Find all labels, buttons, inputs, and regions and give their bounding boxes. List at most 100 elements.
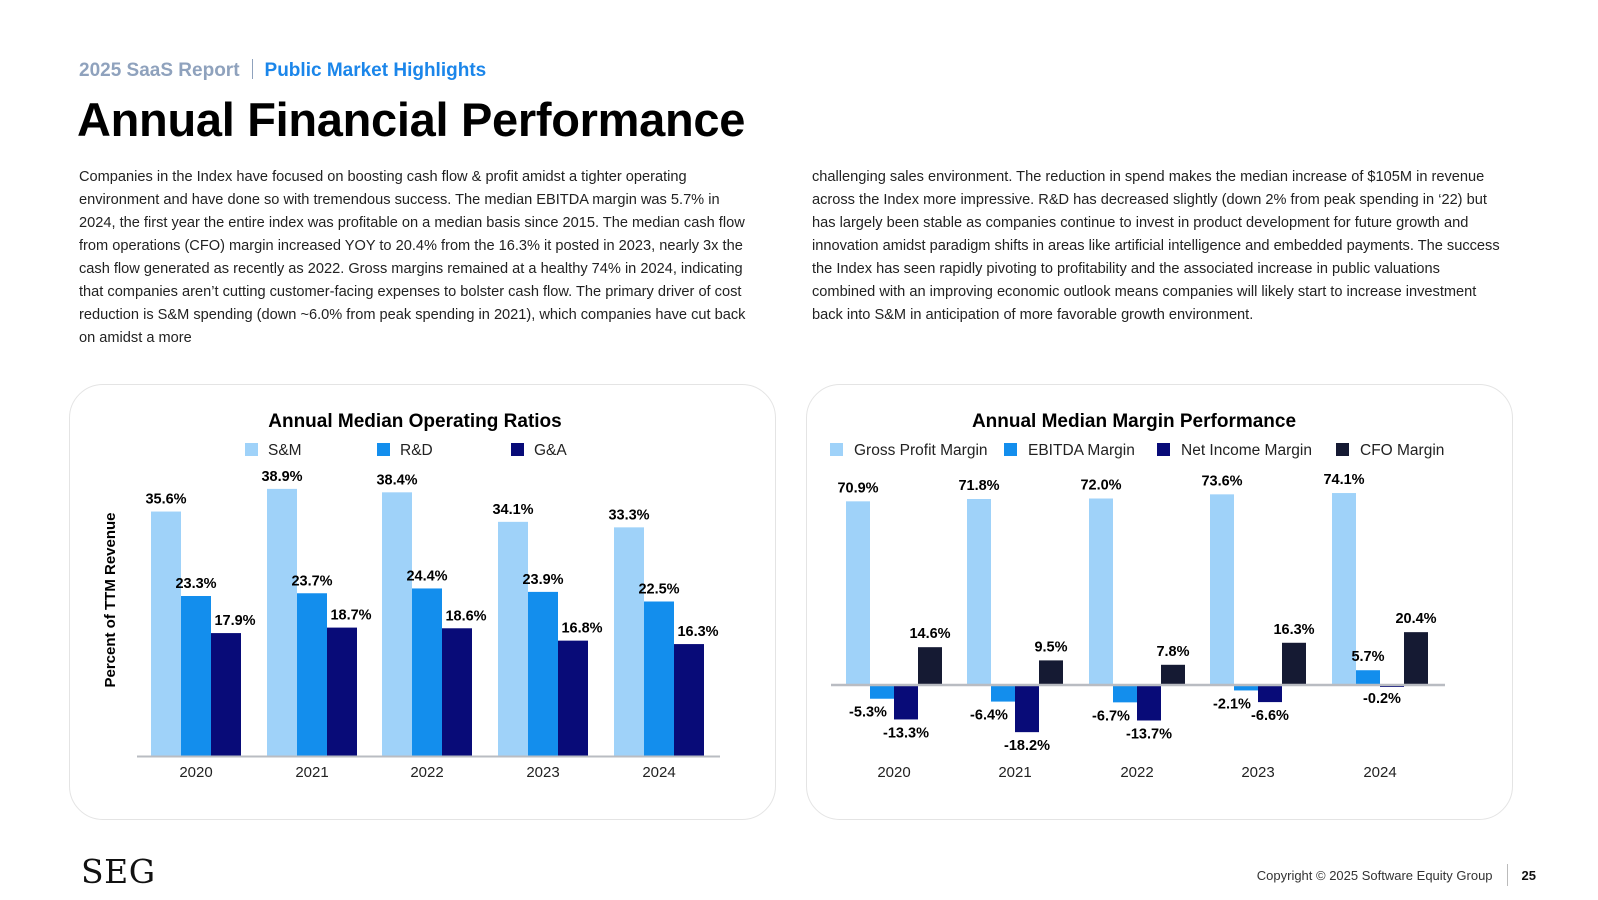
copyright-text: Copyright © 2025 Software Equity Group: [1256, 868, 1493, 883]
data-label-gross-profit-margin-2020: 70.9%: [837, 480, 878, 496]
bar-gross-profit-margin-2023: [1210, 494, 1234, 685]
footer-divider: [1506, 864, 1508, 886]
bar-cfo-margin-2021: [1039, 660, 1063, 685]
data-label-ebitda-margin-2023: -2.1%: [1213, 696, 1251, 712]
bar-cfo-margin-2023: [1282, 642, 1306, 685]
data-label-sandm-2023: 34.1%: [492, 502, 533, 518]
legend-swatch-sandm: [245, 443, 258, 456]
data-label-cfo-margin-2024: 20.4%: [1395, 611, 1436, 627]
footer: Copyright © 2025 Software Equity Group 25: [1257, 864, 1536, 886]
bar-net-income-margin-2021: [1015, 685, 1039, 733]
x-tick-2021: 2021: [998, 764, 1031, 781]
data-label-randd-2023: 23.9%: [522, 572, 563, 588]
data-label-ganda-2024: 16.3%: [677, 624, 718, 640]
bar-ganda-2023: [558, 640, 588, 756]
bar-sandm-2022: [382, 492, 412, 756]
data-label-cfo-margin-2021: 9.5%: [1034, 639, 1067, 655]
bar-net-income-margin-2022: [1137, 685, 1161, 721]
data-label-sandm-2024: 33.3%: [608, 507, 649, 523]
bar-randd-2021: [297, 593, 327, 756]
data-label-net-income-margin-2024: -0.2%: [1363, 691, 1401, 707]
legend-swatch-cfo-margin: [1336, 443, 1349, 456]
y-axis-label: Percent of TTM Revenue: [102, 512, 119, 687]
legend-label-ganda: G&A: [534, 442, 567, 459]
bar-randd-2024: [644, 601, 674, 756]
page-number: 25: [1521, 868, 1536, 883]
data-label-net-income-margin-2020: -13.3%: [883, 725, 929, 741]
bar-sandm-2023: [498, 521, 528, 756]
legend-label-cfo-margin: CFO Margin: [1360, 442, 1444, 459]
bar-sandm-2021: [267, 488, 297, 756]
data-label-randd-2021: 23.7%: [291, 573, 332, 589]
bar-cfo-margin-2024: [1404, 632, 1428, 685]
x-tick-2023: 2023: [1241, 764, 1274, 781]
seg-logo: SEG: [81, 852, 156, 891]
margin-performance-chart: Annual Median Margin Performance Gross Pr…: [830, 411, 1445, 781]
data-label-net-income-margin-2023: -6.6%: [1251, 708, 1289, 724]
data-label-net-income-margin-2022: -13.7%: [1126, 726, 1172, 742]
data-label-ganda-2021: 18.7%: [330, 608, 371, 624]
bar-gross-profit-margin-2020: [846, 501, 870, 685]
legend-label-gross-profit-margin: Gross Profit Margin: [854, 442, 988, 459]
data-label-cfo-margin-2022: 7.8%: [1156, 644, 1189, 660]
data-label-randd-2020: 23.3%: [175, 576, 216, 592]
bar-ganda-2020: [211, 633, 241, 756]
bar-net-income-margin-2023: [1258, 685, 1282, 703]
legend-swatch-gross-profit-margin: [830, 443, 843, 456]
legend-swatch-ebitda-margin: [1004, 443, 1017, 456]
bar-cfo-margin-2022: [1161, 664, 1185, 685]
legend-swatch-randd: [377, 443, 390, 456]
bar-ebitda-margin-2021: [991, 685, 1015, 702]
data-label-ebitda-margin-2020: -5.3%: [849, 705, 887, 721]
bar-ebitda-margin-2024: [1356, 670, 1380, 685]
bar-randd-2020: [181, 596, 211, 756]
x-tick-2024: 2024: [642, 764, 675, 781]
bar-ganda-2022: [442, 628, 472, 756]
data-label-gross-profit-margin-2021: 71.8%: [958, 478, 999, 494]
report-header: 2025 SaaS Report Public Market Highlights: [79, 59, 486, 82]
bar-randd-2023: [528, 591, 558, 756]
data-label-ebitda-margin-2024: 5.7%: [1351, 649, 1384, 665]
bar-sandm-2020: [151, 511, 181, 756]
legend-label-randd: R&D: [400, 442, 433, 459]
data-label-ebitda-margin-2022: -6.7%: [1092, 708, 1130, 724]
data-label-sandm-2021: 38.9%: [261, 469, 302, 485]
chart-title: Annual Median Margin Performance: [972, 411, 1296, 432]
header-divider: [251, 59, 253, 79]
report-name: 2025 SaaS Report: [79, 60, 240, 81]
margin-performance-chart-panel: Annual Median Margin Performance Gross Pr…: [806, 384, 1513, 820]
data-label-sandm-2020: 35.6%: [145, 492, 186, 508]
data-label-cfo-margin-2023: 16.3%: [1273, 622, 1314, 638]
bar-gross-profit-margin-2022: [1089, 498, 1113, 685]
bar-ganda-2024: [674, 644, 704, 756]
legend-label-net-income-margin: Net Income Margin: [1181, 442, 1312, 459]
operating-ratios-chart: Annual Median Operating Ratios S&M R&D G&A P…: [102, 411, 720, 781]
bar-gross-profit-margin-2024: [1332, 493, 1356, 685]
data-label-randd-2022: 24.4%: [406, 568, 447, 584]
body-text-column-1: Companies in the Index have focused on b…: [79, 169, 746, 346]
bar-ebitda-margin-2020: [870, 685, 894, 699]
body-text-column-2: challenging sales environment. The reduc…: [812, 169, 1500, 323]
operating-ratios-chart-panel: Annual Median Operating Ratios S&M R&D G&A P…: [69, 384, 776, 820]
bar-cfo-margin-2020: [918, 647, 942, 685]
legend-label-ebitda-margin: EBITDA Margin: [1028, 442, 1135, 459]
x-tick-2021: 2021: [295, 764, 328, 781]
data-label-sandm-2022: 38.4%: [376, 472, 417, 488]
data-label-ganda-2020: 17.9%: [214, 613, 255, 629]
data-label-ganda-2022: 18.6%: [445, 608, 486, 624]
section-name: Public Market Highlights: [264, 60, 487, 81]
x-tick-2024: 2024: [1363, 764, 1396, 781]
bar-ebitda-margin-2023: [1234, 685, 1258, 691]
legend-label-sandm: S&M: [268, 442, 302, 459]
data-label-randd-2024: 22.5%: [638, 582, 679, 598]
bar-net-income-margin-2020: [894, 685, 918, 720]
data-label-ebitda-margin-2021: -6.4%: [970, 708, 1008, 724]
page-title: Annual Financial Performance: [77, 93, 746, 146]
data-label-net-income-margin-2021: -18.2%: [1004, 738, 1050, 754]
bar-ebitda-margin-2022: [1113, 685, 1137, 703]
bar-randd-2022: [412, 588, 442, 756]
legend-swatch-ganda: [511, 443, 524, 456]
legend-swatch-net-income-margin: [1157, 443, 1170, 456]
bar-sandm-2024: [614, 527, 644, 756]
chart-title: Annual Median Operating Ratios: [268, 411, 561, 432]
